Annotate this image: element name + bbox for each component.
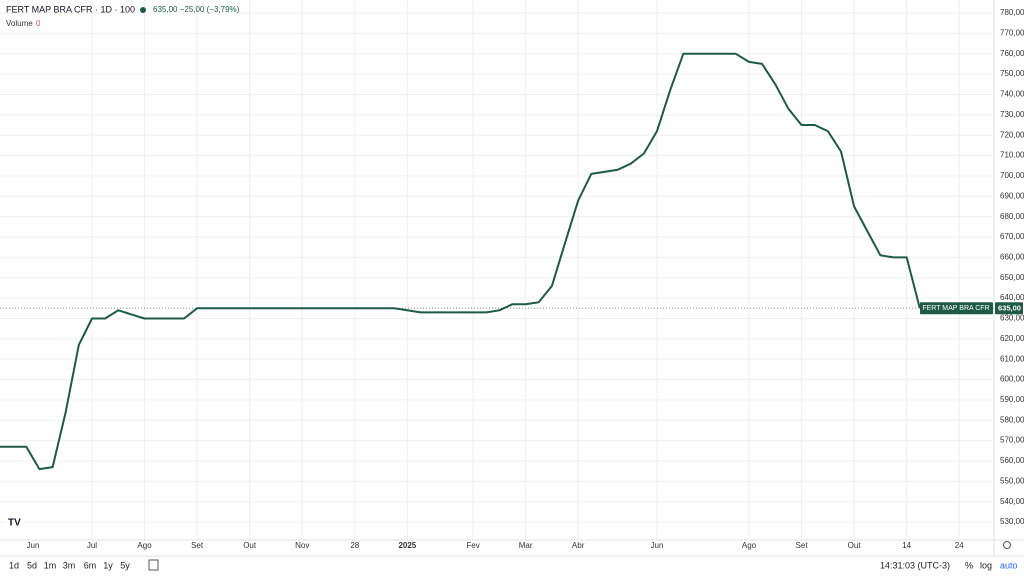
- range-button[interactable]: 1y: [103, 560, 113, 570]
- y-tick-label: 710,00: [1000, 151, 1024, 160]
- range-button[interactable]: 1d: [9, 560, 19, 570]
- plot: [0, 52, 994, 471]
- x-tick-label: Jun: [651, 541, 664, 550]
- y-tick-label: 540,00: [1000, 497, 1024, 506]
- series-badge: [920, 302, 993, 315]
- x-tick-label: Out: [848, 541, 862, 550]
- y-tick-label: 610,00: [1000, 354, 1024, 363]
- y-tick-label: 700,00: [1000, 171, 1024, 180]
- x-tick-label: Jul: [87, 541, 97, 550]
- y-tick-label: 590,00: [1000, 395, 1024, 404]
- y-tick-label: 780,00: [1000, 8, 1024, 17]
- y-tick-label: 660,00: [1000, 252, 1024, 261]
- volume-label: Volume: [6, 19, 33, 28]
- x-tick-label: Mar: [519, 541, 533, 550]
- y-tick-label: 760,00: [1000, 49, 1024, 58]
- clock: 14:31:03 (UTC-3): [880, 560, 950, 570]
- y-tick-label: 620,00: [1000, 334, 1024, 343]
- y-tick-label: 720,00: [1000, 130, 1024, 139]
- percent-toggle[interactable]: %: [965, 560, 973, 570]
- status-dot: [140, 7, 146, 13]
- range-button[interactable]: 3m: [63, 560, 76, 570]
- symbol: FERT MAP BRA CFR · 1D · 100: [6, 4, 135, 14]
- y-tick-label: 600,00: [1000, 375, 1024, 384]
- y-tick-label: 640,00: [1000, 293, 1024, 302]
- y-tick-label: 680,00: [1000, 212, 1024, 221]
- x-tick-label: Abr: [572, 541, 585, 550]
- range-button[interactable]: 1m: [44, 560, 57, 570]
- range-button[interactable]: 6m: [84, 560, 97, 570]
- x-tick-label: Set: [191, 541, 204, 550]
- x-tick-label: 28: [350, 541, 359, 550]
- y-tick-label: 630,00: [1000, 314, 1024, 323]
- y-tick-label: 690,00: [1000, 191, 1024, 200]
- x-tick-label: Jun: [27, 541, 40, 550]
- settings-icon[interactable]: [1003, 541, 1011, 549]
- price-badge-label: 635,00: [998, 303, 1021, 312]
- y-tick-label: 580,00: [1000, 415, 1024, 424]
- quote: 635,00 −25,00 (−3,79%): [153, 5, 240, 14]
- series-badge-label: FERT MAP BRA CFR: [922, 305, 989, 312]
- auto-toggle[interactable]: auto: [1000, 560, 1018, 570]
- x-tick-label: 14: [902, 541, 911, 550]
- x-tick-label: Out: [243, 541, 257, 550]
- y-tick-label: 730,00: [1000, 110, 1024, 119]
- x-tick-label: 24: [955, 541, 964, 550]
- x-tick-label: 2025: [398, 541, 416, 550]
- range-button[interactable]: 5y: [120, 560, 130, 570]
- range-button[interactable]: 5d: [27, 560, 37, 570]
- line: [0, 52, 921, 471]
- y-tick-label: 750,00: [1000, 69, 1024, 78]
- y-tick-label: 570,00: [1000, 436, 1024, 445]
- x-tick-label: Nov: [295, 541, 309, 550]
- y-tick-label: 770,00: [1000, 29, 1024, 38]
- y-tick-label: 740,00: [1000, 90, 1024, 99]
- x-tick-label: Fev: [466, 541, 479, 550]
- x-tick-label: Ago: [742, 541, 757, 550]
- y-tick-label: 670,00: [1000, 232, 1024, 241]
- x-tick-label: Ago: [137, 541, 152, 550]
- price-badge: [995, 302, 1023, 315]
- x-tick-label: Set: [796, 541, 809, 550]
- volume-value: 0: [36, 19, 41, 28]
- svg-text:TV: TV: [8, 518, 21, 529]
- y-tick-label: 650,00: [1000, 273, 1024, 282]
- y-tick-label: 550,00: [1000, 476, 1024, 485]
- tv-logo: TV: [6, 516, 24, 530]
- log-toggle[interactable]: log: [980, 560, 992, 570]
- grid: [0, 0, 994, 540]
- toolbar: 1d 5d 1m 3m 6m 1y 5y: [9, 560, 130, 570]
- y-tick-label: 530,00: [1000, 517, 1024, 526]
- date-range-icon[interactable]: [148, 559, 159, 571]
- y-tick-label: 560,00: [1000, 456, 1024, 465]
